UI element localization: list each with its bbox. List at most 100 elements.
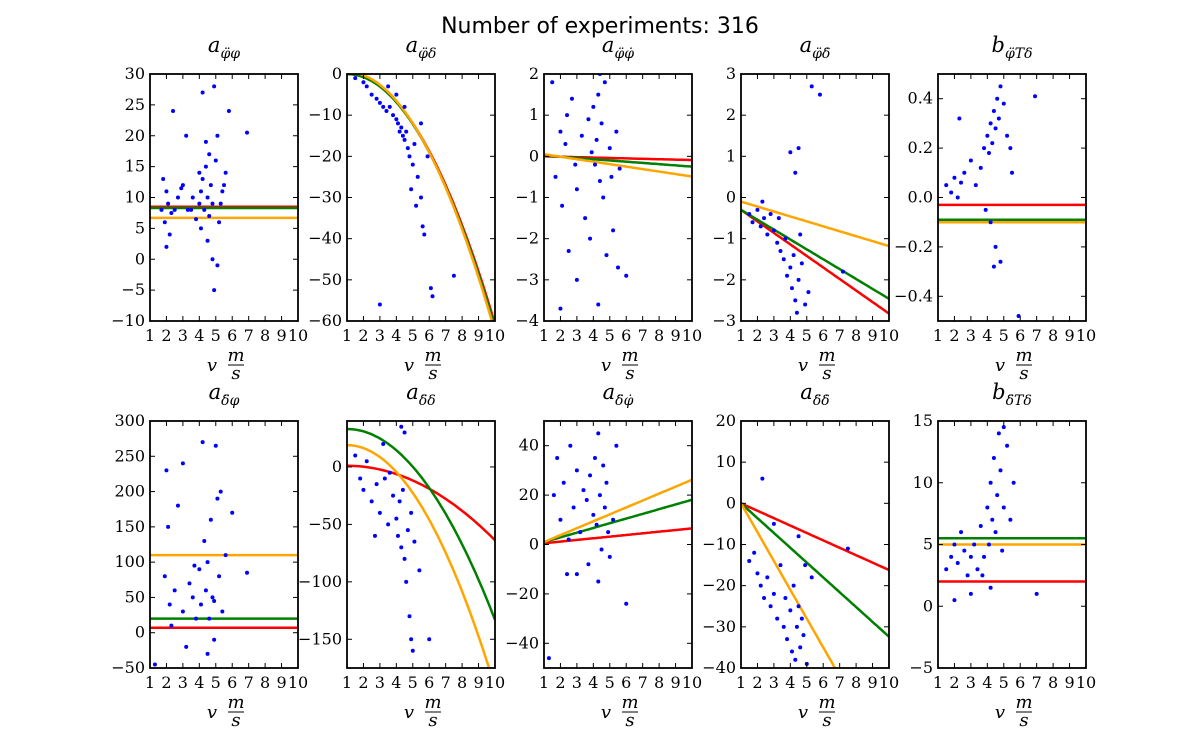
data-point xyxy=(762,596,767,601)
data-point xyxy=(776,216,781,221)
x-tick-label: 10 xyxy=(682,326,702,345)
fit-line xyxy=(544,478,692,544)
fit-line xyxy=(355,74,494,321)
data-point xyxy=(597,179,602,184)
subplot: 1 2 3 4 5 6 7 8 9 10 −60 −50 −40 −30 −20 −10 0 aφ̈δ v ms xyxy=(308,33,505,384)
data-point xyxy=(1001,101,1006,106)
data-point xyxy=(175,195,180,200)
data-point xyxy=(750,220,755,225)
data-point xyxy=(358,476,363,481)
data-point xyxy=(983,207,988,212)
data-point xyxy=(402,137,407,142)
data-point xyxy=(616,265,620,270)
x-axis-label: v ms xyxy=(207,692,245,731)
data-point xyxy=(555,456,560,461)
fit-line xyxy=(347,443,491,668)
data-point xyxy=(975,567,980,572)
x-axis-label-unit-num: m xyxy=(424,345,441,366)
x-tick-label: 8 xyxy=(654,673,664,692)
panel-title: aφ̈φ̇ xyxy=(602,33,634,62)
data-point xyxy=(581,488,586,493)
y-tick-label: 0 xyxy=(529,535,539,554)
data-point xyxy=(180,609,185,614)
x-axis-label-var: v xyxy=(404,702,414,723)
data-point xyxy=(817,92,822,97)
x-tick-label: 7 xyxy=(638,673,648,692)
y-tick-label: 0.0 xyxy=(908,188,933,207)
fit-line xyxy=(741,200,889,248)
x-axis-label-unit-num: m xyxy=(621,345,638,366)
x-axis-label: v ms xyxy=(995,345,1033,384)
data-point xyxy=(1000,548,1005,553)
data-point xyxy=(1001,425,1006,430)
data-point xyxy=(574,187,579,192)
y-tick-label: 3 xyxy=(726,64,736,83)
data-point xyxy=(611,517,616,522)
x-axis-label-unit-num: m xyxy=(621,692,638,713)
data-point xyxy=(1005,443,1010,448)
data-point xyxy=(386,522,391,527)
data-point xyxy=(791,583,796,588)
data-point xyxy=(419,121,423,126)
y-tick-label: 0 xyxy=(135,623,145,642)
data-point xyxy=(617,166,622,171)
x-tick-label: 6 xyxy=(227,326,237,345)
y-tick-label: −1 xyxy=(515,188,539,207)
x-tick-label: 10 xyxy=(288,326,308,345)
data-point xyxy=(551,493,556,498)
data-point xyxy=(965,573,970,578)
data-point xyxy=(978,523,983,528)
data-point xyxy=(602,80,607,85)
plot-area xyxy=(150,440,298,667)
data-point xyxy=(198,189,203,194)
fit-line xyxy=(544,153,692,178)
data-point xyxy=(604,253,609,258)
fit-line xyxy=(741,502,837,668)
x-tick-label: 5 xyxy=(605,326,615,345)
data-point xyxy=(596,431,601,436)
y-tick-label: 0 xyxy=(726,188,736,207)
data-point xyxy=(760,199,765,204)
data-point xyxy=(405,146,410,151)
data-point xyxy=(430,294,435,299)
plot-area xyxy=(544,431,692,661)
data-point xyxy=(169,210,174,215)
data-point xyxy=(978,165,983,170)
data-point xyxy=(982,554,987,559)
data-point xyxy=(361,487,366,492)
x-tick-label: 2 xyxy=(358,326,368,345)
data-point xyxy=(386,84,391,89)
fit-line xyxy=(741,208,889,300)
data-point xyxy=(213,443,218,448)
data-point xyxy=(980,573,985,578)
data-point xyxy=(611,228,616,233)
data-point xyxy=(374,96,379,101)
data-point xyxy=(395,533,400,538)
data-point xyxy=(192,563,197,568)
data-point xyxy=(968,591,973,596)
x-axis-label-var: v xyxy=(995,355,1005,376)
data-point xyxy=(394,516,399,521)
data-point xyxy=(1001,505,1006,510)
data-point xyxy=(208,517,213,522)
y-tick-label: 300 xyxy=(114,411,145,430)
data-point xyxy=(988,121,993,126)
data-point xyxy=(796,604,801,609)
y-tick-label: −0.2 xyxy=(894,237,933,256)
y-tick-label: 15 xyxy=(913,411,933,430)
data-point xyxy=(799,261,804,266)
y-tick-label: −30 xyxy=(308,188,342,207)
data-point xyxy=(986,151,991,156)
x-tick-label: 6 xyxy=(818,673,828,692)
x-tick-label: 1 xyxy=(736,326,746,345)
data-point xyxy=(162,574,167,579)
data-point xyxy=(569,96,574,101)
fit-line xyxy=(347,427,495,621)
data-point xyxy=(1008,146,1013,151)
data-point xyxy=(952,598,957,603)
data-point xyxy=(785,637,790,642)
fit-line xyxy=(544,498,692,544)
data-point xyxy=(778,249,783,254)
